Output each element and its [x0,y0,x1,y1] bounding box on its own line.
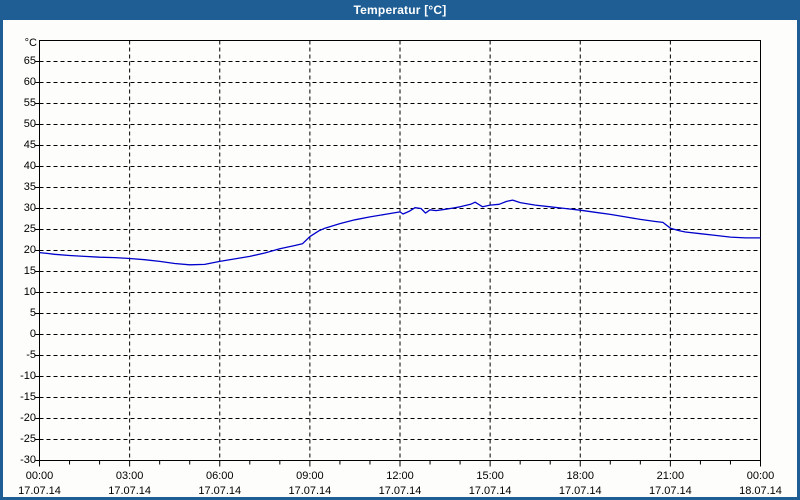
x-tick-date: 17.07.14 [468,485,512,497]
x-tick-label: 00:00 18.07.14 [729,469,793,499]
x-tick-time: 03:00 [115,470,144,482]
x-tick-time: 21:00 [656,470,685,482]
x-tick-date: 17.07.14 [108,485,152,497]
x-tick-label: 03:00 17.07.14 [98,469,162,499]
x-tick-time: 06:00 [205,470,234,482]
window-border-bottom [0,497,800,500]
x-tick-date: 17.07.14 [288,485,332,497]
x-tick-time: 00:00 [746,470,775,482]
y-tick-label: 0 [29,328,36,340]
y-tick-label: 15 [23,265,36,277]
x-tick-date: 17.07.14 [648,485,692,497]
y-axis-unit-label: °C [24,37,37,49]
y-tick-label: 5 [29,307,36,319]
x-tick-date: 18.07.14 [739,485,782,497]
x-tick-time: 09:00 [296,470,324,482]
y-tick-label: 40 [23,160,36,172]
x-tick-date: 17.07.14 [378,485,422,497]
y-tick-label: -20 [20,412,36,424]
x-tick-time: 00:00 [25,470,54,482]
x-tick-label: 09:00 17.07.14 [278,469,342,499]
y-tick-label: 10 [23,286,36,298]
y-tick-label: 60 [23,76,36,88]
y-tick-label: -15 [20,391,36,403]
title-bar[interactable]: Temperatur [°C] [0,0,800,20]
y-tick-label: -30 [20,454,36,466]
x-tick-date: 17.07.14 [198,485,242,497]
x-tick-time: 18:00 [566,470,595,482]
y-tick-label: 55 [23,97,36,109]
x-tick-time: 15:00 [476,470,504,482]
x-tick-date: 17.07.14 [18,485,61,497]
x-tick-label: 15:00 17.07.14 [458,469,522,499]
x-tick-label: 06:00 17.07.14 [188,469,252,499]
x-tick-time: 12:00 [386,470,414,482]
window-border-left [0,20,3,500]
y-tick-label: 50 [23,118,36,130]
y-tick-label: 45 [23,139,36,151]
x-tick-date: 17.07.14 [558,485,602,497]
window-border-right [797,20,800,500]
y-tick-label: -10 [20,370,36,382]
y-tick-label: -5 [26,349,36,361]
x-tick-label: 21:00 17.07.14 [638,469,702,499]
x-tick-label: 18:00 17.07.14 [548,469,612,499]
y-tick-label: 65 [23,55,36,67]
y-tick-label: -25 [20,433,36,445]
y-tick-label: 25 [23,223,36,235]
x-tick-label: 00:00 17.07.14 [8,469,72,499]
window-title: Temperatur [°C] [353,3,447,17]
y-tick-label: 20 [23,244,36,256]
y-tick-label: 35 [23,181,36,193]
y-tick-label: 30 [23,202,36,214]
x-tick-label: 12:00 17.07.14 [368,469,432,499]
plot-frame [39,40,761,461]
series-line-temperatur [39,199,761,266]
